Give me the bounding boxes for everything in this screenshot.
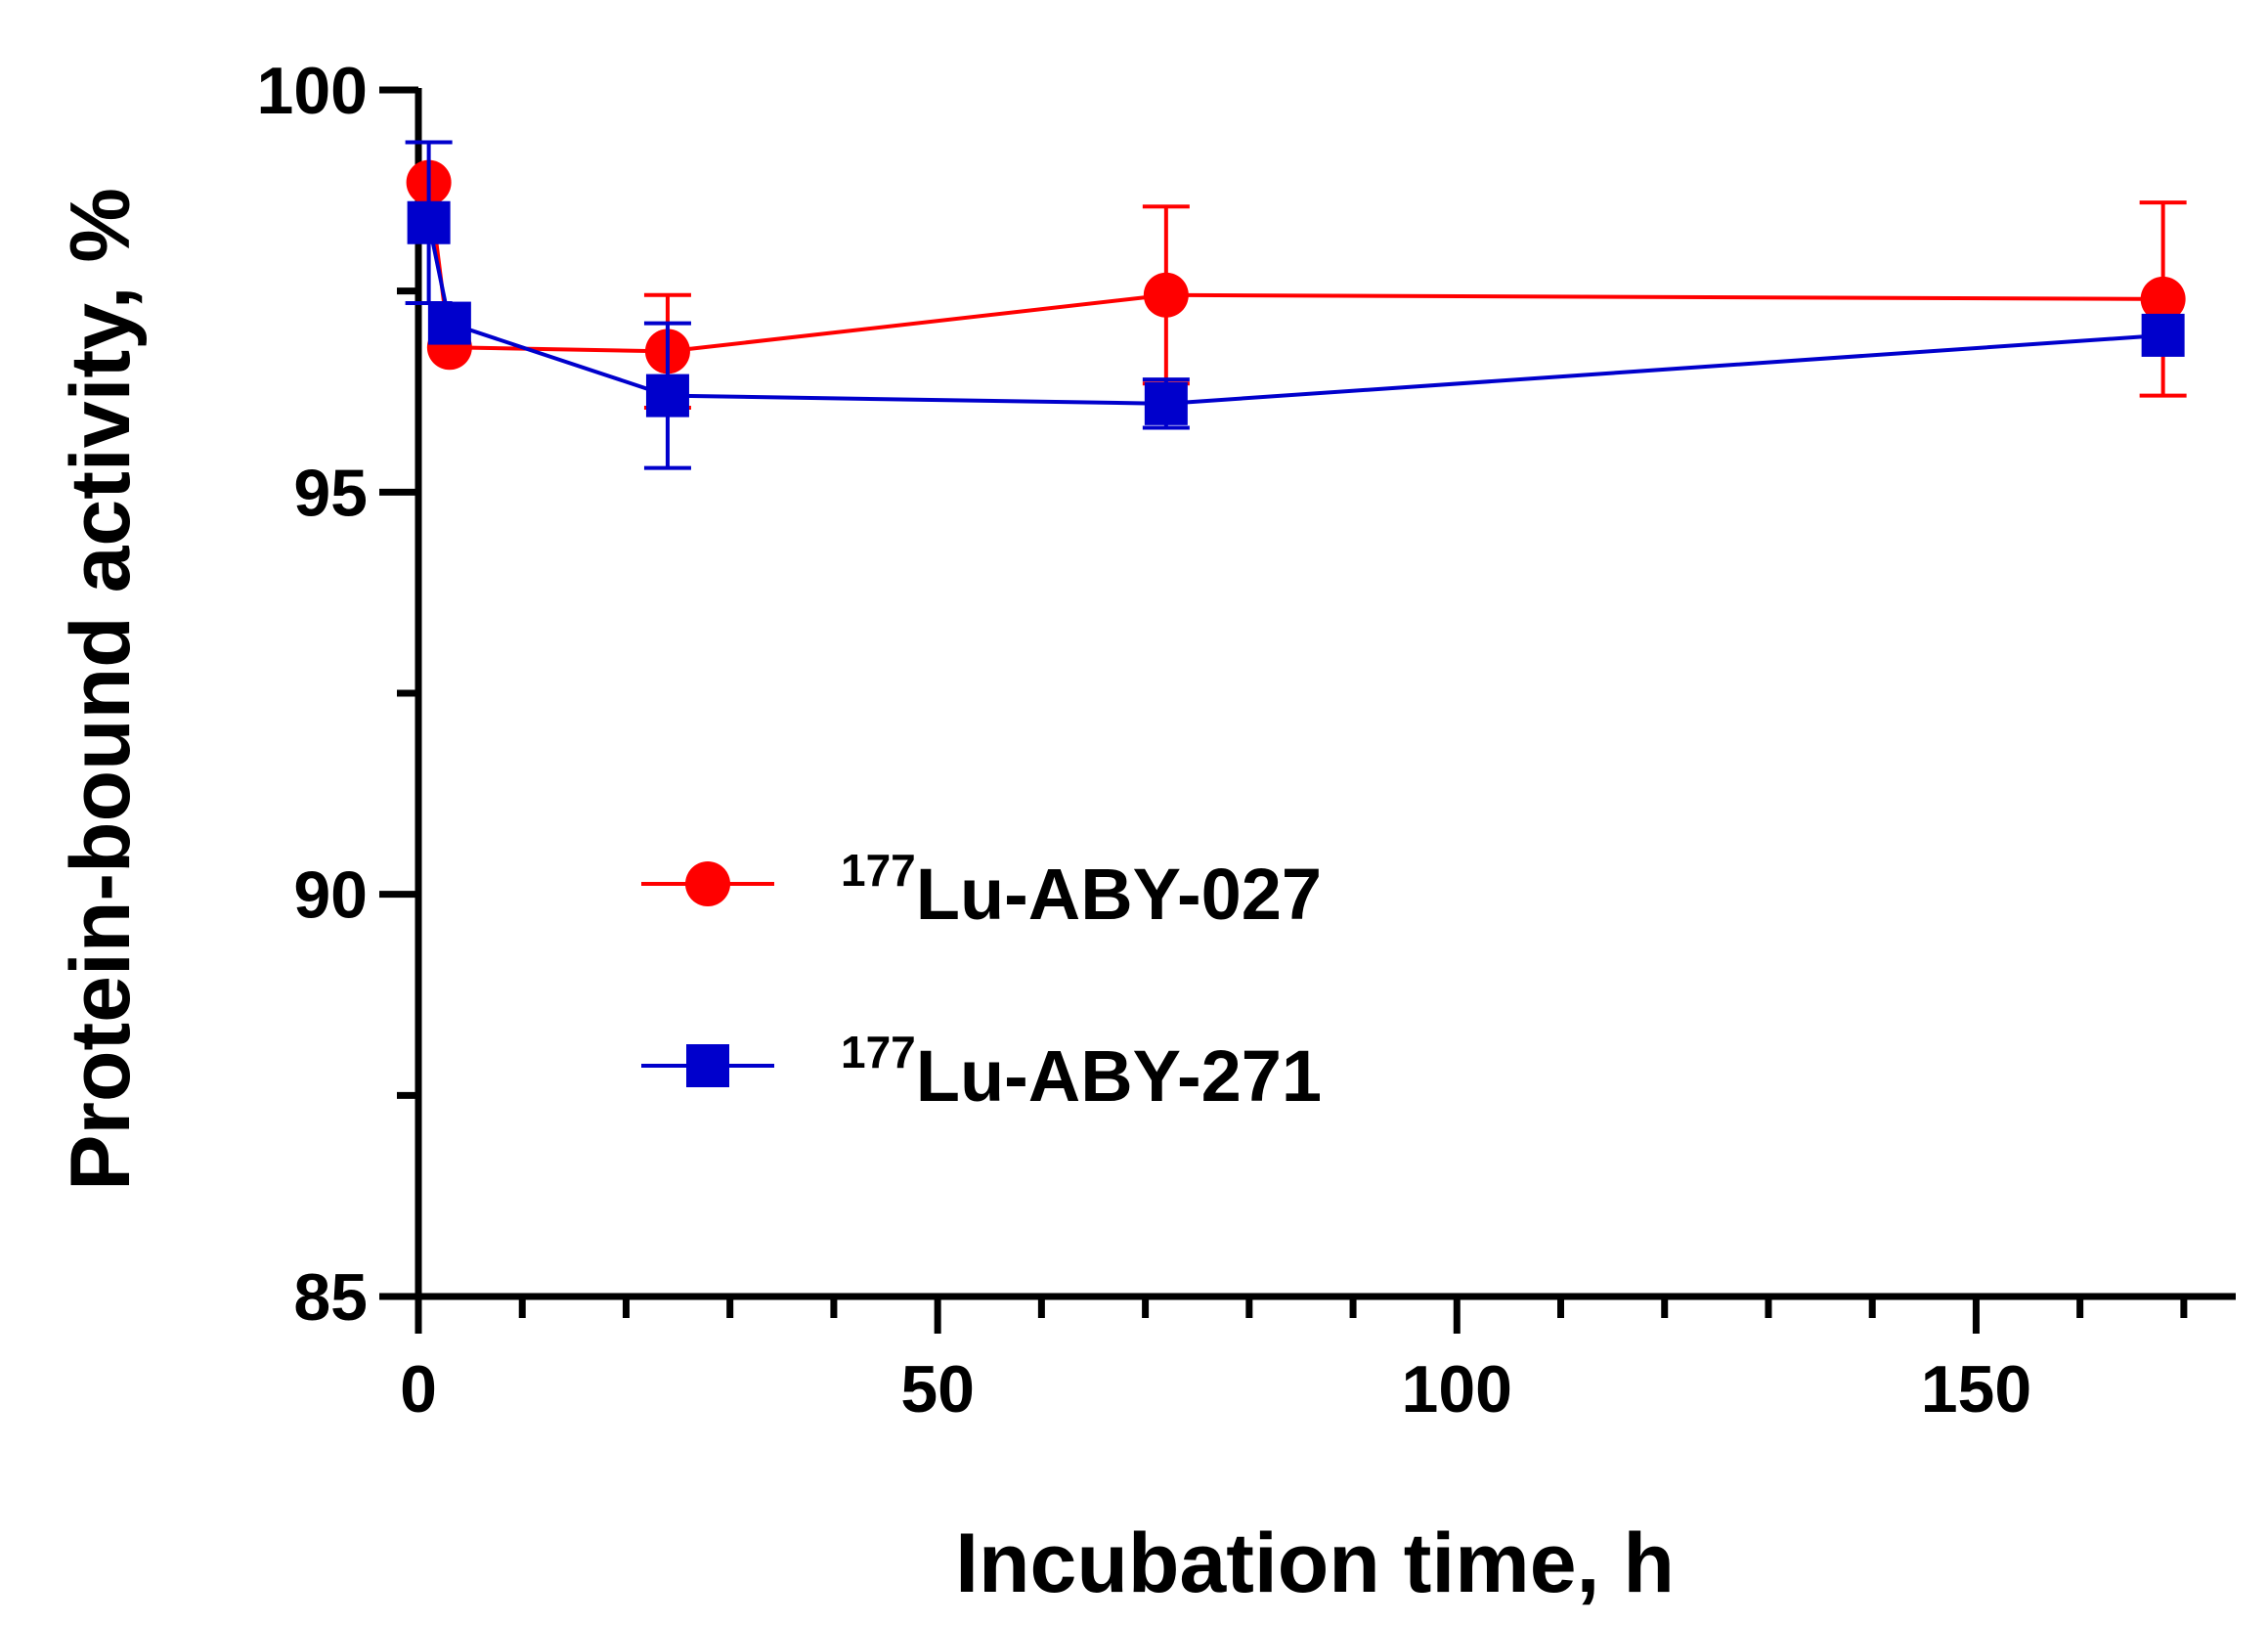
series-177Lu-ABY-271	[405, 140, 2185, 470]
x-axis-title: Incubation time, h	[955, 1516, 1675, 1610]
legend-label: 177Lu-ABY-027	[841, 845, 1322, 935]
x-tick-label: 0	[400, 1352, 437, 1427]
series-177Lu-ABY-027	[406, 159, 2187, 410]
y-tick-label: 90	[293, 858, 368, 933]
data-point	[407, 200, 451, 244]
data-point	[645, 373, 689, 417]
legend-item: 177Lu-ABY-271	[641, 1027, 1322, 1117]
data-point	[1143, 272, 1189, 318]
y-tick-label: 85	[293, 1260, 368, 1335]
legend-label: 177Lu-ABY-271	[841, 1027, 1322, 1117]
legend-marker	[685, 861, 730, 906]
y-tick-label: 100	[257, 54, 368, 128]
data-point	[2141, 313, 2185, 357]
x-tick-label: 100	[1402, 1352, 1512, 1427]
data-point	[1144, 381, 1188, 425]
x-tick-label: 50	[900, 1352, 975, 1427]
legend: 177Lu-ABY-027 177Lu-ABY-271	[641, 845, 1322, 1117]
series-line	[426, 182, 2163, 354]
legend-marker	[686, 1044, 729, 1087]
y-tick-label: 95	[293, 456, 368, 530]
axes-layer: 85 90 95 100 0 50 100 150	[257, 54, 2236, 1427]
y-axis-title: Protein-bound activity, %	[54, 188, 148, 1191]
legend-item: 177Lu-ABY-027	[641, 845, 1322, 935]
series-layer	[405, 140, 2187, 470]
data-point	[2140, 276, 2186, 322]
x-tick-label: 150	[1921, 1352, 2031, 1427]
data-point	[427, 301, 471, 345]
